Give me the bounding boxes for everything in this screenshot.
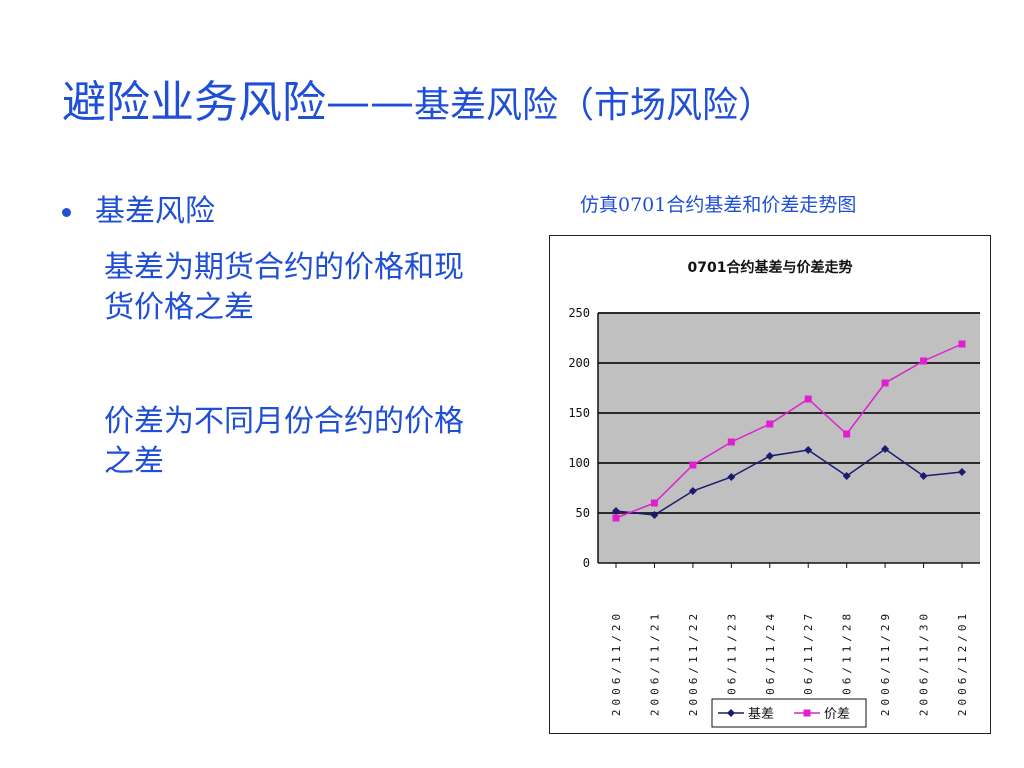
data-point-basis (650, 511, 659, 519)
data-point-basis (919, 472, 928, 480)
x-tick-label: 2006/11/23 (725, 610, 738, 716)
y-tick-label: 250 (568, 306, 590, 320)
bullet-block: 基差风险 基差为期货合约的价格和现货价格之差 价差为不同月份合约的价格之差 (60, 192, 464, 482)
data-point-spread (804, 395, 812, 403)
x-tick-label: 2006/11/27 (802, 610, 815, 716)
data-point-spread (766, 420, 774, 428)
spread-definition: 价差为不同月份合约的价格之差 (104, 404, 464, 479)
data-point-basis (612, 507, 620, 515)
y-tick-label: 100 (568, 456, 590, 470)
data-point-spread (958, 340, 966, 348)
data-point-basis (804, 446, 813, 454)
basis-definition: 基差为期货合约的价格和现货价格之差 (104, 250, 464, 325)
y-tick-label: 0 (583, 556, 590, 570)
data-point-spread (920, 357, 928, 365)
plot-area (598, 313, 980, 563)
series-line-spread (615, 343, 963, 519)
data-point-spread (612, 514, 620, 522)
x-tick-label: 2006/11/28 (841, 610, 854, 716)
data-point-basis (765, 452, 774, 460)
series-line-basis (615, 448, 963, 516)
legend-label: 价差 (824, 707, 850, 722)
data-point-basis (958, 468, 966, 476)
data-point-spread (881, 379, 889, 387)
title-sub: 基差风险（市场风险） (414, 85, 775, 126)
slide-title: 避险业务风险——基差风险（市场风险） (62, 66, 774, 130)
x-tick-label: 2006/11/30 (918, 610, 931, 716)
bullet-text: 基差风险 (95, 194, 215, 229)
bullet-item: 基差风险 (60, 192, 460, 232)
bullet-dot-icon (62, 207, 71, 217)
y-tick-label: 150 (568, 406, 590, 420)
x-tick-label: 2006/12/01 (956, 610, 969, 716)
chart-frame: 0701合约基差与价差走势 0 50 100 150 200 250 2006/11/20 2… (549, 235, 991, 734)
x-tick-label: 2006/11/24 (764, 610, 777, 716)
chart-title: 0701合约基差与价差走势 (688, 259, 853, 276)
data-point-spread (650, 499, 658, 507)
chart-caption: 仿真0701合约基差和价差走势图 (580, 194, 857, 216)
data-point-spread (843, 430, 851, 438)
title-main: 避险业务风险—— (62, 77, 414, 128)
legend-marker (727, 709, 735, 717)
data-point-basis (842, 472, 851, 480)
data-point-spread (727, 438, 735, 446)
legend-marker (803, 709, 811, 717)
data-point-basis (727, 473, 736, 481)
data-point-basis (688, 487, 697, 495)
legend-label: 基差 (748, 707, 774, 722)
y-tick-label: 200 (568, 356, 590, 370)
y-tick-label: 50 (576, 506, 590, 520)
x-tick-label: 2006/11/21 (648, 610, 661, 716)
data-point-spread (689, 461, 697, 469)
x-tick-label: 2006/11/29 (879, 610, 892, 716)
data-point-basis (881, 445, 890, 453)
line-chart: 0701合约基差与价差走势 0 50 100 150 200 250 2006/11/20 2… (568, 259, 980, 728)
x-tick-label: 2006/11/20 (610, 610, 623, 716)
x-tick-label: 2006/11/22 (687, 610, 700, 716)
